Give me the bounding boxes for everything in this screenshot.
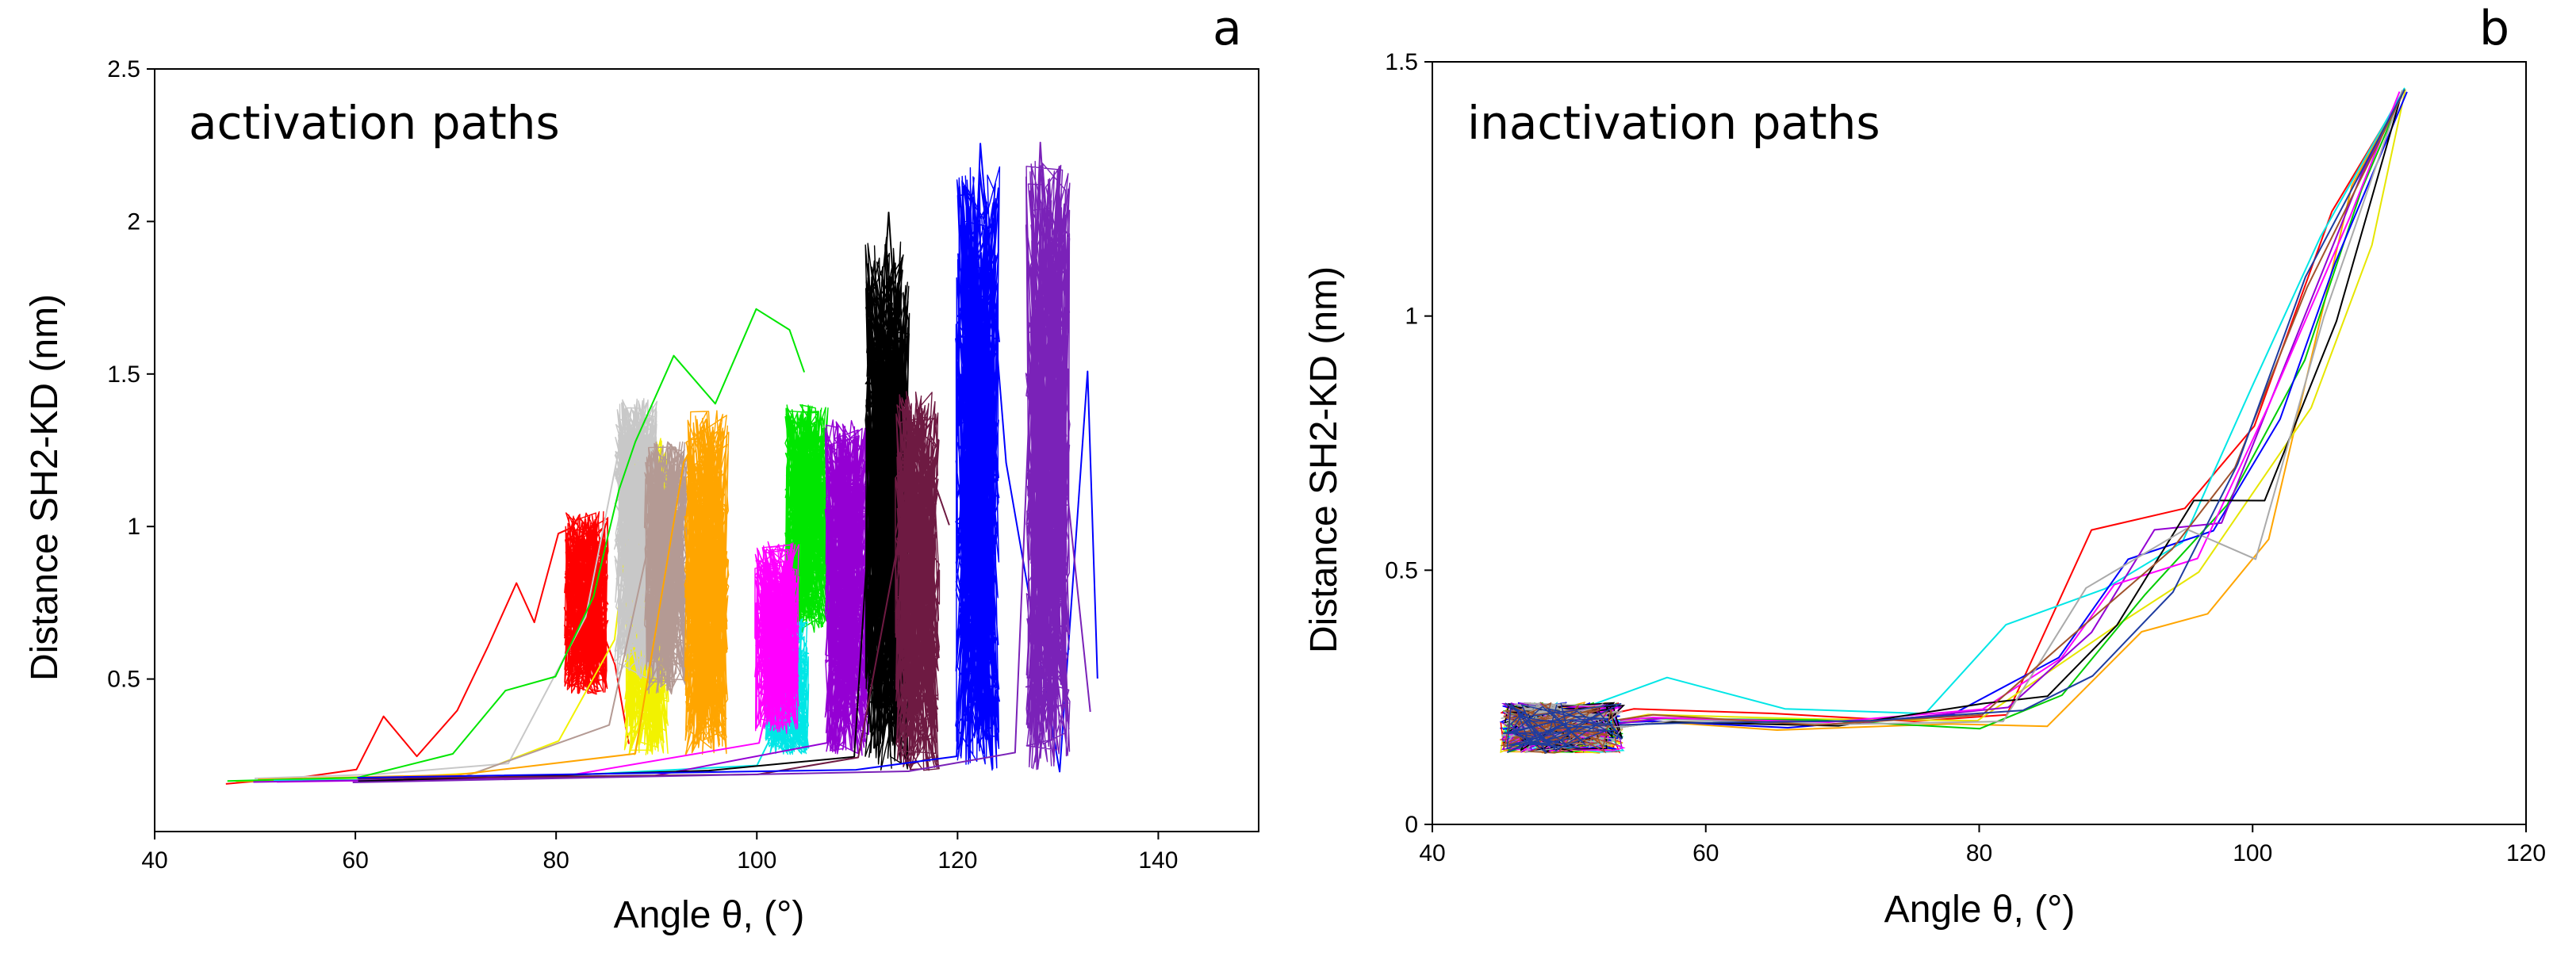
series-green-path bbox=[227, 308, 806, 782]
series-red bbox=[225, 511, 630, 785]
panel-a: 40 60 80 100 120 140 0.5 1 1.5 2 2.5 activation p… bbox=[24, 1, 1259, 936]
panel-a-letter: a bbox=[1213, 1, 1242, 56]
panel-b-letter: b bbox=[2479, 1, 2509, 56]
series-orange bbox=[1500, 88, 2405, 741]
panel-a-x-tick-label: 80 bbox=[542, 847, 569, 874]
panel-b-x-axis-label: Angle θ, (°) bbox=[1884, 889, 2076, 931]
panel-b-y-axis-label: Distance SH2-KD (nm) bbox=[1303, 266, 1345, 653]
series-black bbox=[1502, 94, 2402, 744]
series-violet bbox=[352, 141, 1091, 783]
series-green bbox=[227, 308, 830, 782]
panel-a-title: activation paths bbox=[189, 96, 560, 150]
panel-a-x-axis-label: Angle θ, (°) bbox=[614, 894, 805, 936]
series-purple-path bbox=[253, 433, 841, 783]
series-blue bbox=[357, 143, 1098, 779]
series-darkblue-path bbox=[1513, 89, 2405, 729]
series-green-path bbox=[1501, 94, 2403, 733]
panel-a-y-tick-label: 1 bbox=[127, 514, 140, 540]
panel-a-x-ticks: 40 60 80 100 120 140 bbox=[141, 832, 1178, 874]
series-cyan bbox=[1513, 87, 2405, 734]
series-black-path bbox=[1502, 94, 2402, 744]
panel-a-frame bbox=[154, 68, 1259, 832]
panel-b-y-ticks: 0 0.5 1 1.5 bbox=[1385, 49, 1432, 838]
panel-a-y-tick-label: 2.5 bbox=[107, 56, 140, 82]
series-cyan-path bbox=[1513, 87, 2405, 734]
series-red bbox=[1503, 89, 2405, 739]
series-orange bbox=[258, 410, 730, 781]
series-yellow bbox=[1512, 89, 2406, 741]
series-brown bbox=[1503, 96, 2403, 737]
series-violet-cluster bbox=[1025, 160, 1071, 771]
panel-a-x-tick-label: 40 bbox=[141, 847, 167, 874]
panel-b-x-ticks: 40 60 80 100 120 bbox=[1419, 824, 2546, 866]
series-green-cluster bbox=[784, 403, 830, 634]
panel-b-x-tick-label: 120 bbox=[2506, 840, 2546, 866]
panel-b-x-tick-label: 40 bbox=[1419, 840, 1445, 866]
panel-b-title: inactivation paths bbox=[1467, 96, 1880, 150]
panel-a-x-tick-label: 120 bbox=[937, 847, 977, 874]
panel-b-x-tick-label: 100 bbox=[2233, 840, 2272, 866]
panel-a-y-tick-label: 2 bbox=[127, 208, 140, 235]
series-purple bbox=[1502, 91, 2405, 739]
series-red-path bbox=[1503, 89, 2405, 739]
panel-a-x-tick-label: 140 bbox=[1138, 847, 1178, 874]
panel-b: 40 60 80 100 120 0 0.5 1 1.5 inactivation paths… bbox=[1303, 1, 2546, 931]
panel-b-x-tick-label: 60 bbox=[1692, 840, 1719, 866]
series-darkblue bbox=[1513, 89, 2405, 729]
panel-a-x-tick-label: 60 bbox=[342, 847, 368, 874]
series-purple-path bbox=[1502, 91, 2405, 739]
panel-b-y-tick-label: 1 bbox=[1405, 304, 1418, 330]
panel-b-y-tick-label: 0.5 bbox=[1385, 557, 1418, 583]
panel-b-y-tick-label: 0 bbox=[1405, 812, 1418, 838]
panel-a-series bbox=[225, 141, 1098, 785]
series-black-cluster bbox=[864, 236, 910, 771]
panel-a-y-ticks: 0.5 1 1.5 2 2.5 bbox=[107, 56, 155, 693]
start-cluster-trace bbox=[1502, 702, 1623, 754]
panel-a-y-axis-label: Distance SH2-KD (nm) bbox=[24, 294, 66, 681]
series-green bbox=[1501, 94, 2403, 733]
panel-a-y-tick-label: 1.5 bbox=[107, 361, 140, 388]
panel-b-series bbox=[1499, 87, 2408, 754]
panel-a-x-tick-label: 100 bbox=[737, 847, 776, 874]
series-maroon bbox=[358, 391, 950, 780]
series-magenta-cluster bbox=[754, 541, 800, 734]
panel-b-y-tick-label: 1.5 bbox=[1385, 49, 1418, 75]
series-blue-path bbox=[1500, 91, 2408, 729]
series-orange-path bbox=[1500, 88, 2405, 741]
panel-a-y-tick-label: 0.5 bbox=[107, 667, 140, 693]
series-rosybrown-cluster bbox=[643, 441, 689, 695]
series-blue-cluster bbox=[955, 163, 1001, 771]
series-maroon-cluster bbox=[895, 391, 941, 771]
series-yellow-path bbox=[1512, 89, 2406, 741]
series-gray bbox=[1510, 90, 2403, 743]
series-brown-path bbox=[1503, 96, 2403, 737]
panel-b-x-tick-label: 80 bbox=[1966, 840, 1992, 866]
series-purple-cluster bbox=[824, 419, 870, 756]
start-cluster bbox=[1499, 701, 1626, 754]
series-red-cluster bbox=[563, 511, 609, 695]
series-rosybrown-path bbox=[253, 495, 676, 783]
series-blue bbox=[1500, 91, 2408, 729]
series-orange-cluster bbox=[684, 410, 730, 755]
series-gray-path bbox=[1510, 90, 2403, 743]
